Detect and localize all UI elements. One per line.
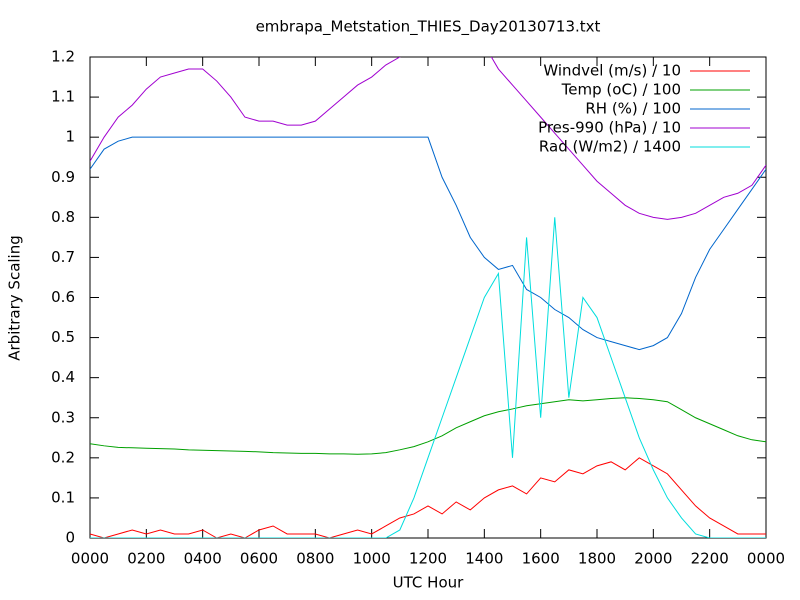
series-line	[90, 136, 766, 351]
y-tick-label: 0.3	[51, 408, 75, 426]
series-line	[90, 217, 766, 538]
y-tick-label: 1.1	[51, 88, 75, 106]
x-tick-label: 0400	[184, 550, 222, 568]
x-tick-label: 0000	[71, 550, 109, 568]
y-tick-label: 0.1	[51, 488, 75, 506]
chart-title: embrapa_Metstation_THIES_Day20130713.txt	[256, 18, 601, 37]
y-tick-label: 0	[65, 529, 75, 547]
x-tick-label: 0000	[747, 550, 785, 568]
y-tick-label: 0.6	[51, 288, 75, 306]
y-tick-label: 0.4	[51, 368, 75, 386]
x-tick-label: 2200	[691, 550, 729, 568]
y-tick-label: 1	[65, 128, 75, 146]
y-axis-label: Arbitrary Scaling	[6, 235, 24, 361]
y-tick-label: 0.5	[51, 328, 75, 346]
legend-label: Windvel (m/s) / 10	[543, 62, 681, 80]
x-tick-label: 1400	[465, 550, 503, 568]
y-tick-label: 0.2	[51, 448, 75, 466]
legend-label: Temp (oC) / 100	[561, 81, 681, 99]
y-tick-label: 0.7	[51, 248, 75, 266]
legend-label: RH (%) / 100	[585, 100, 681, 118]
x-tick-label: 1200	[409, 550, 447, 568]
plot-area	[90, 57, 766, 538]
x-tick-label: 0600	[240, 550, 278, 568]
series-line	[90, 457, 766, 538]
x-tick-label: 2000	[634, 550, 672, 568]
x-tick-label: 1000	[353, 550, 391, 568]
x-tick-label: 1800	[578, 550, 616, 568]
series-line	[90, 397, 766, 455]
x-tick-label: 1600	[522, 550, 560, 568]
x-tick-label: 0200	[127, 550, 165, 568]
legend-label: Pres-990 (hPa) / 10	[538, 119, 681, 137]
y-tick-label: 0.9	[51, 168, 75, 186]
legend-label: Rad (W/m2) / 1400	[539, 138, 681, 156]
y-tick-label: 1.2	[51, 48, 75, 66]
series-line	[90, 57, 766, 220]
x-tick-label: 0800	[296, 550, 334, 568]
y-tick-label: 0.8	[51, 208, 75, 226]
x-axis-label: UTC Hour	[393, 574, 464, 592]
